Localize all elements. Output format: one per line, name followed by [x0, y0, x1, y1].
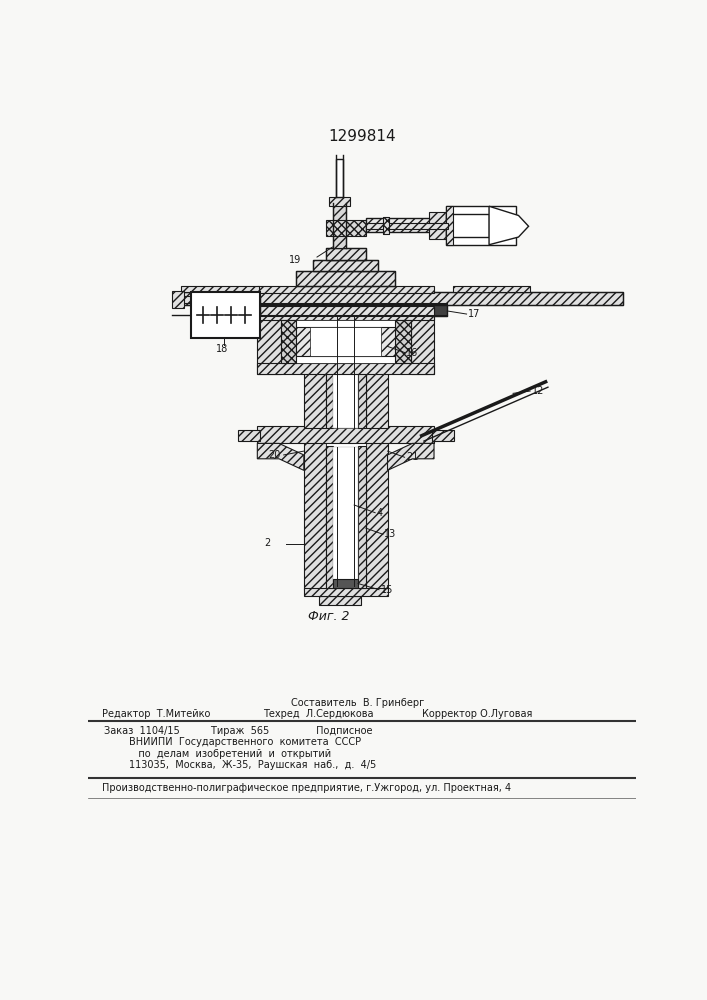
Text: 19: 19	[289, 255, 301, 265]
Bar	[304, 316, 325, 428]
Bar	[446, 206, 516, 245]
Bar	[172, 291, 185, 308]
Text: 1299814: 1299814	[328, 129, 396, 144]
Bar	[325, 316, 333, 428]
Bar	[383, 217, 389, 234]
Bar	[182, 286, 259, 292]
Bar	[446, 206, 452, 245]
Text: 17: 17	[468, 309, 481, 319]
Text: 16: 16	[406, 348, 419, 358]
Bar	[358, 316, 366, 428]
Bar	[325, 316, 366, 428]
Bar	[325, 446, 333, 588]
Bar	[325, 440, 366, 588]
Bar	[310, 327, 381, 356]
Bar	[304, 440, 325, 590]
Bar	[296, 271, 395, 286]
Bar	[296, 271, 395, 286]
Bar	[257, 426, 434, 443]
Text: ВНИИПИ  Государственного  комитета  СССР: ВНИИПИ Государственного комитета СССР	[104, 737, 361, 747]
Bar	[332, 203, 346, 248]
Bar	[366, 218, 432, 232]
Bar	[182, 296, 259, 303]
Bar	[452, 286, 530, 292]
Polygon shape	[489, 206, 529, 245]
Bar	[257, 286, 434, 293]
Bar	[358, 446, 366, 588]
Bar	[366, 440, 387, 590]
Bar	[325, 248, 366, 260]
Bar	[304, 588, 387, 596]
Text: Редактор  Т.Митейко: Редактор Т.Митейко	[103, 709, 211, 719]
Text: 13: 13	[385, 529, 397, 539]
Bar	[296, 327, 395, 356]
Bar	[433, 430, 454, 441]
Bar	[313, 260, 378, 271]
Bar	[320, 596, 361, 605]
Bar	[333, 316, 358, 428]
Bar	[446, 206, 452, 245]
Bar	[281, 320, 296, 363]
Text: Корректор О.Луговая: Корректор О.Луговая	[421, 709, 532, 719]
Text: Производственно-полиграфическое предприятие, г.Ужгород, ул. Проектная, 4: Производственно-полиграфическое предприя…	[103, 783, 511, 793]
Bar	[333, 447, 358, 586]
Bar	[243, 304, 448, 316]
Text: Фиг. 2: Фиг. 2	[308, 610, 349, 623]
Bar	[182, 292, 623, 305]
Text: Заказ  1104/15          Тираж  565               Подписное: Заказ 1104/15 Тираж 565 Подписное	[104, 726, 373, 736]
Text: 2: 2	[264, 538, 271, 548]
Text: 21: 21	[406, 452, 419, 462]
Text: Техред  Л.Сердюкова: Техред Л.Сердюкова	[263, 709, 373, 719]
Text: по  делам  изобретений  и  открытий: по делам изобретений и открытий	[104, 749, 331, 759]
Bar	[330, 584, 351, 597]
Bar	[446, 214, 489, 237]
Text: 4: 4	[377, 508, 382, 518]
Polygon shape	[257, 443, 304, 470]
Text: 113035,  Москва,  Ж-35,  Раушская  наб.,  д.  4/5: 113035, Москва, Ж-35, Раушская наб., д. …	[104, 760, 376, 770]
Bar	[238, 430, 259, 441]
Polygon shape	[387, 443, 434, 470]
Text: Составитель  В. Гринберг: Составитель В. Гринберг	[291, 698, 425, 708]
Text: 20: 20	[268, 450, 281, 460]
Bar	[313, 260, 378, 271]
Bar	[366, 223, 448, 229]
Bar	[366, 316, 387, 428]
Text: 15: 15	[380, 585, 393, 595]
Bar	[192, 292, 259, 338]
Bar	[383, 217, 389, 234]
Bar	[333, 579, 358, 588]
Bar	[257, 363, 434, 374]
Bar	[257, 306, 434, 320]
Bar	[329, 197, 351, 206]
Bar	[325, 248, 366, 260]
Text: 18: 18	[216, 344, 228, 354]
Bar	[337, 158, 343, 197]
Bar	[395, 320, 411, 363]
Bar	[281, 320, 411, 363]
Text: 12: 12	[532, 386, 544, 396]
Bar	[325, 220, 366, 235]
Bar	[411, 314, 434, 374]
Bar	[257, 314, 281, 374]
Bar	[182, 292, 623, 305]
Bar	[429, 212, 446, 239]
